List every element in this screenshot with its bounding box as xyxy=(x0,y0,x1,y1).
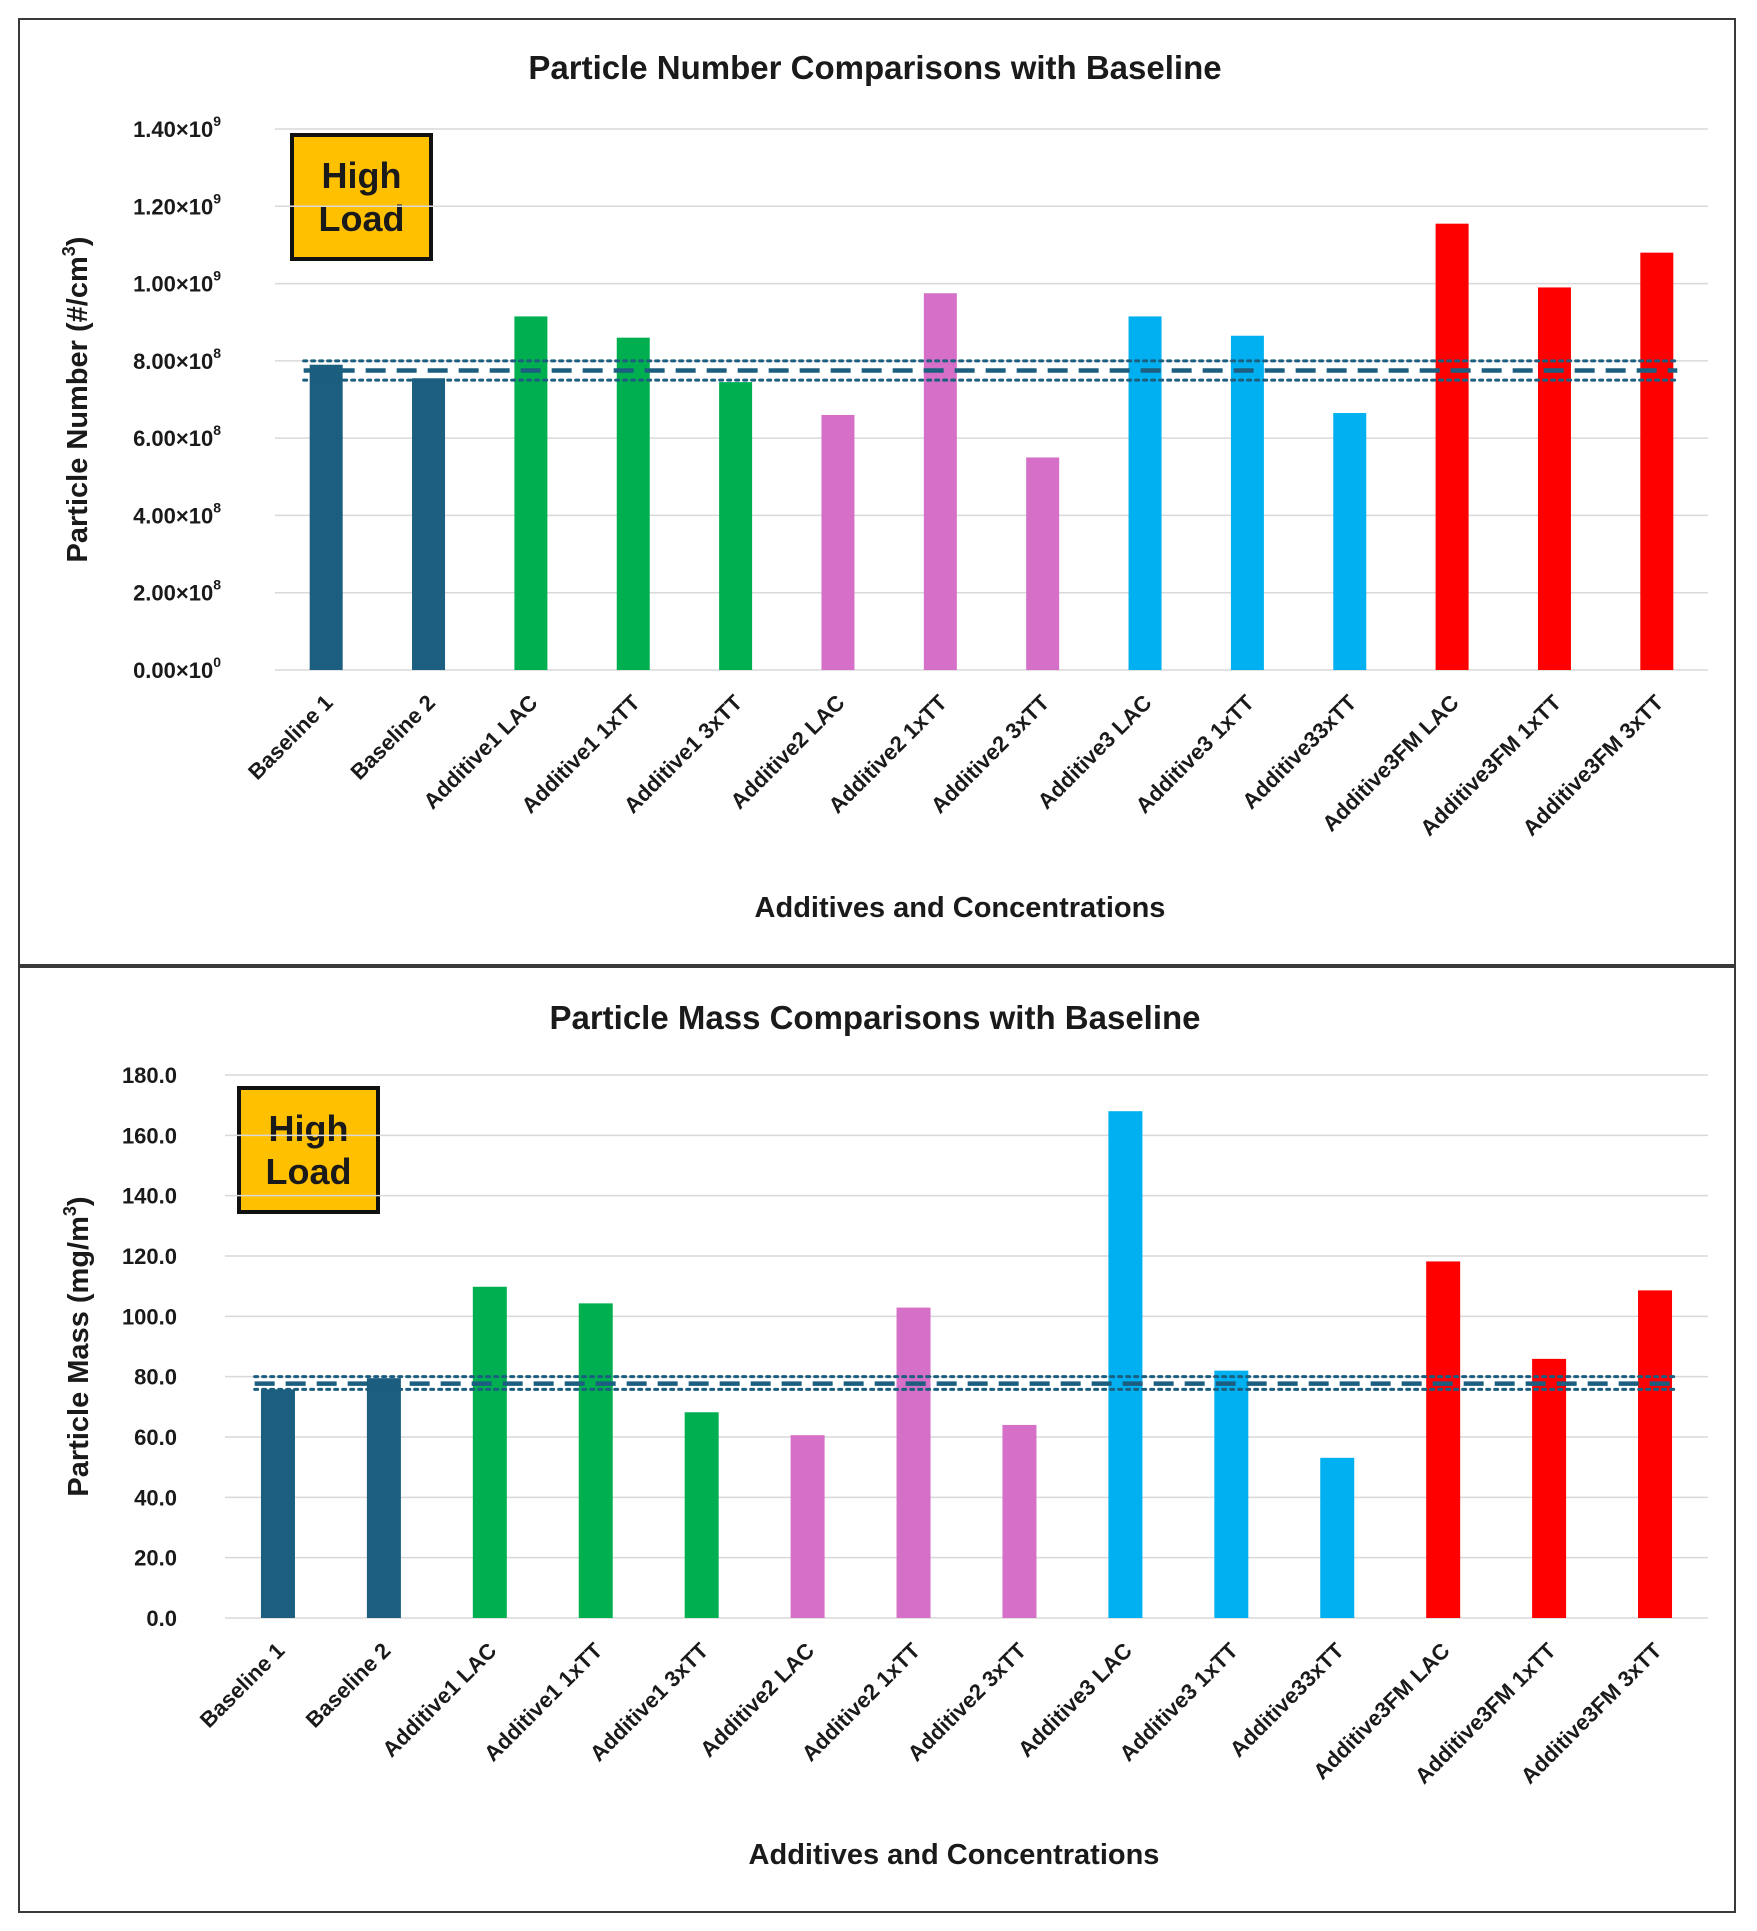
y-tick-label: 20.0 xyxy=(134,1546,177,1571)
bar xyxy=(366,1378,401,1618)
y-tick-label: 8.00×108 xyxy=(133,345,221,374)
y-tick-label: 60.0 xyxy=(134,1425,177,1450)
y-tick-label: 0.0 xyxy=(146,1606,177,1631)
badge-line-2: Load xyxy=(265,1151,352,1192)
y-tick-label: 100.0 xyxy=(122,1304,177,1329)
bar xyxy=(260,1389,295,1618)
bar xyxy=(412,378,446,670)
bar xyxy=(719,382,753,670)
x-tick-label: Baseline 2 xyxy=(301,1638,396,1733)
bar xyxy=(309,364,343,670)
badge-line-2: Load xyxy=(318,198,405,239)
bar xyxy=(1002,1424,1037,1618)
y-tick-label: 1.20×109 xyxy=(133,190,221,219)
y-tick-label: 4.00×108 xyxy=(133,499,221,528)
bar xyxy=(1230,335,1264,670)
bar xyxy=(1320,1457,1355,1618)
bar xyxy=(472,1286,507,1618)
y-axis-title: Particle Mass (mg/m3) xyxy=(60,1196,95,1496)
x-tick-label: Baseline 1 xyxy=(195,1638,290,1733)
chart-panel-particle-number: High Load Particle Number Comparisons wi… xyxy=(18,18,1736,966)
bar xyxy=(1638,1290,1673,1618)
y-tick-label: 40.0 xyxy=(134,1485,177,1510)
particle-number-chart: Particle Number Comparisons with Baselin… xyxy=(59,49,1708,924)
chart-title: Particle Number Comparisons with Baselin… xyxy=(528,49,1221,86)
y-axis-title: Particle Number (#/cm3) xyxy=(59,237,94,563)
bar xyxy=(1214,1370,1249,1618)
x-axis-title: Additives and Concentrations xyxy=(755,892,1166,924)
y-tick-label: 1.00×109 xyxy=(133,268,221,297)
bar xyxy=(923,293,957,670)
bar xyxy=(514,316,548,670)
bar xyxy=(1026,457,1060,670)
y-tick-label: 160.0 xyxy=(122,1123,177,1148)
x-tick-label: Additive1 LAC xyxy=(377,1638,501,1762)
x-tick-label: Baseline 2 xyxy=(345,690,440,785)
badge-line-1: High xyxy=(268,1107,349,1149)
x-tick-label: Additive2 LAC xyxy=(695,1638,819,1762)
high-load-badge: High Load xyxy=(237,1086,380,1214)
chart-title: Particle Mass Comparisons with Baseline xyxy=(549,999,1200,1036)
bar xyxy=(790,1435,825,1618)
y-tick-label: 180.0 xyxy=(122,1063,177,1088)
y-tick-label: 0.00×100 xyxy=(133,654,221,683)
y-tick-label: 6.00×108 xyxy=(133,422,221,451)
x-tick-label: Baseline 1 xyxy=(243,690,338,785)
bar xyxy=(1426,1261,1461,1618)
bar xyxy=(1435,223,1469,671)
y-tick-label: 140.0 xyxy=(122,1184,177,1209)
bar xyxy=(1640,252,1674,670)
bar xyxy=(896,1307,931,1618)
x-tick-label: Additive3 LAC xyxy=(1013,1638,1137,1762)
bar xyxy=(1537,287,1571,670)
bar xyxy=(616,337,650,670)
badge-line-1: High xyxy=(321,154,402,196)
y-tick-label: 1.40×109 xyxy=(133,113,221,142)
y-tick-label: 120.0 xyxy=(122,1244,177,1269)
chart-panel-particle-mass: High Load Particle Mass Comparisons with… xyxy=(18,966,1736,1913)
y-tick-label: 2.00×108 xyxy=(133,577,221,606)
bar xyxy=(821,414,855,670)
bar xyxy=(1532,1358,1567,1618)
x-axis-title: Additives and Concentrations xyxy=(749,1839,1160,1871)
high-load-badge: High Load xyxy=(290,133,433,261)
bar xyxy=(1333,413,1367,670)
particle-mass-chart: Particle Mass Comparisons with Baseline 0… xyxy=(60,999,1708,1871)
bar xyxy=(578,1303,613,1618)
bar xyxy=(1108,1111,1143,1618)
y-tick-label: 80.0 xyxy=(134,1365,177,1390)
bar xyxy=(684,1412,719,1618)
bar xyxy=(1128,316,1162,670)
